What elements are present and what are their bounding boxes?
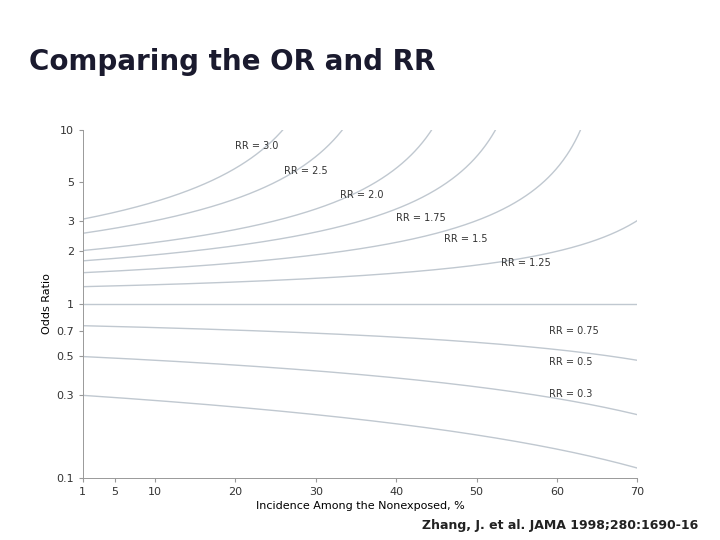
Text: RR = 0.5: RR = 0.5 (549, 356, 593, 367)
Y-axis label: Odds Ratio: Odds Ratio (42, 273, 52, 334)
X-axis label: Incidence Among the Nonexposed, %: Incidence Among the Nonexposed, % (256, 501, 464, 511)
Text: Zhang, J. et al. JAMA 1998;280:1690-16: Zhang, J. et al. JAMA 1998;280:1690-16 (422, 519, 698, 532)
Text: 20: 20 (693, 7, 709, 20)
Text: RR = 0.3: RR = 0.3 (549, 389, 592, 399)
Text: RR = 1.75: RR = 1.75 (396, 213, 446, 223)
Text: RR = 1.5: RR = 1.5 (444, 234, 488, 244)
Text: RR = 3.0: RR = 3.0 (235, 141, 279, 152)
Text: RR = 1.25: RR = 1.25 (500, 258, 550, 268)
Text: RR = 2.0: RR = 2.0 (340, 190, 384, 200)
Text: RR = 0.75: RR = 0.75 (549, 326, 598, 336)
Text: RR = 2.5: RR = 2.5 (284, 166, 328, 176)
Text: Comparing the OR and RR: Comparing the OR and RR (29, 48, 435, 76)
